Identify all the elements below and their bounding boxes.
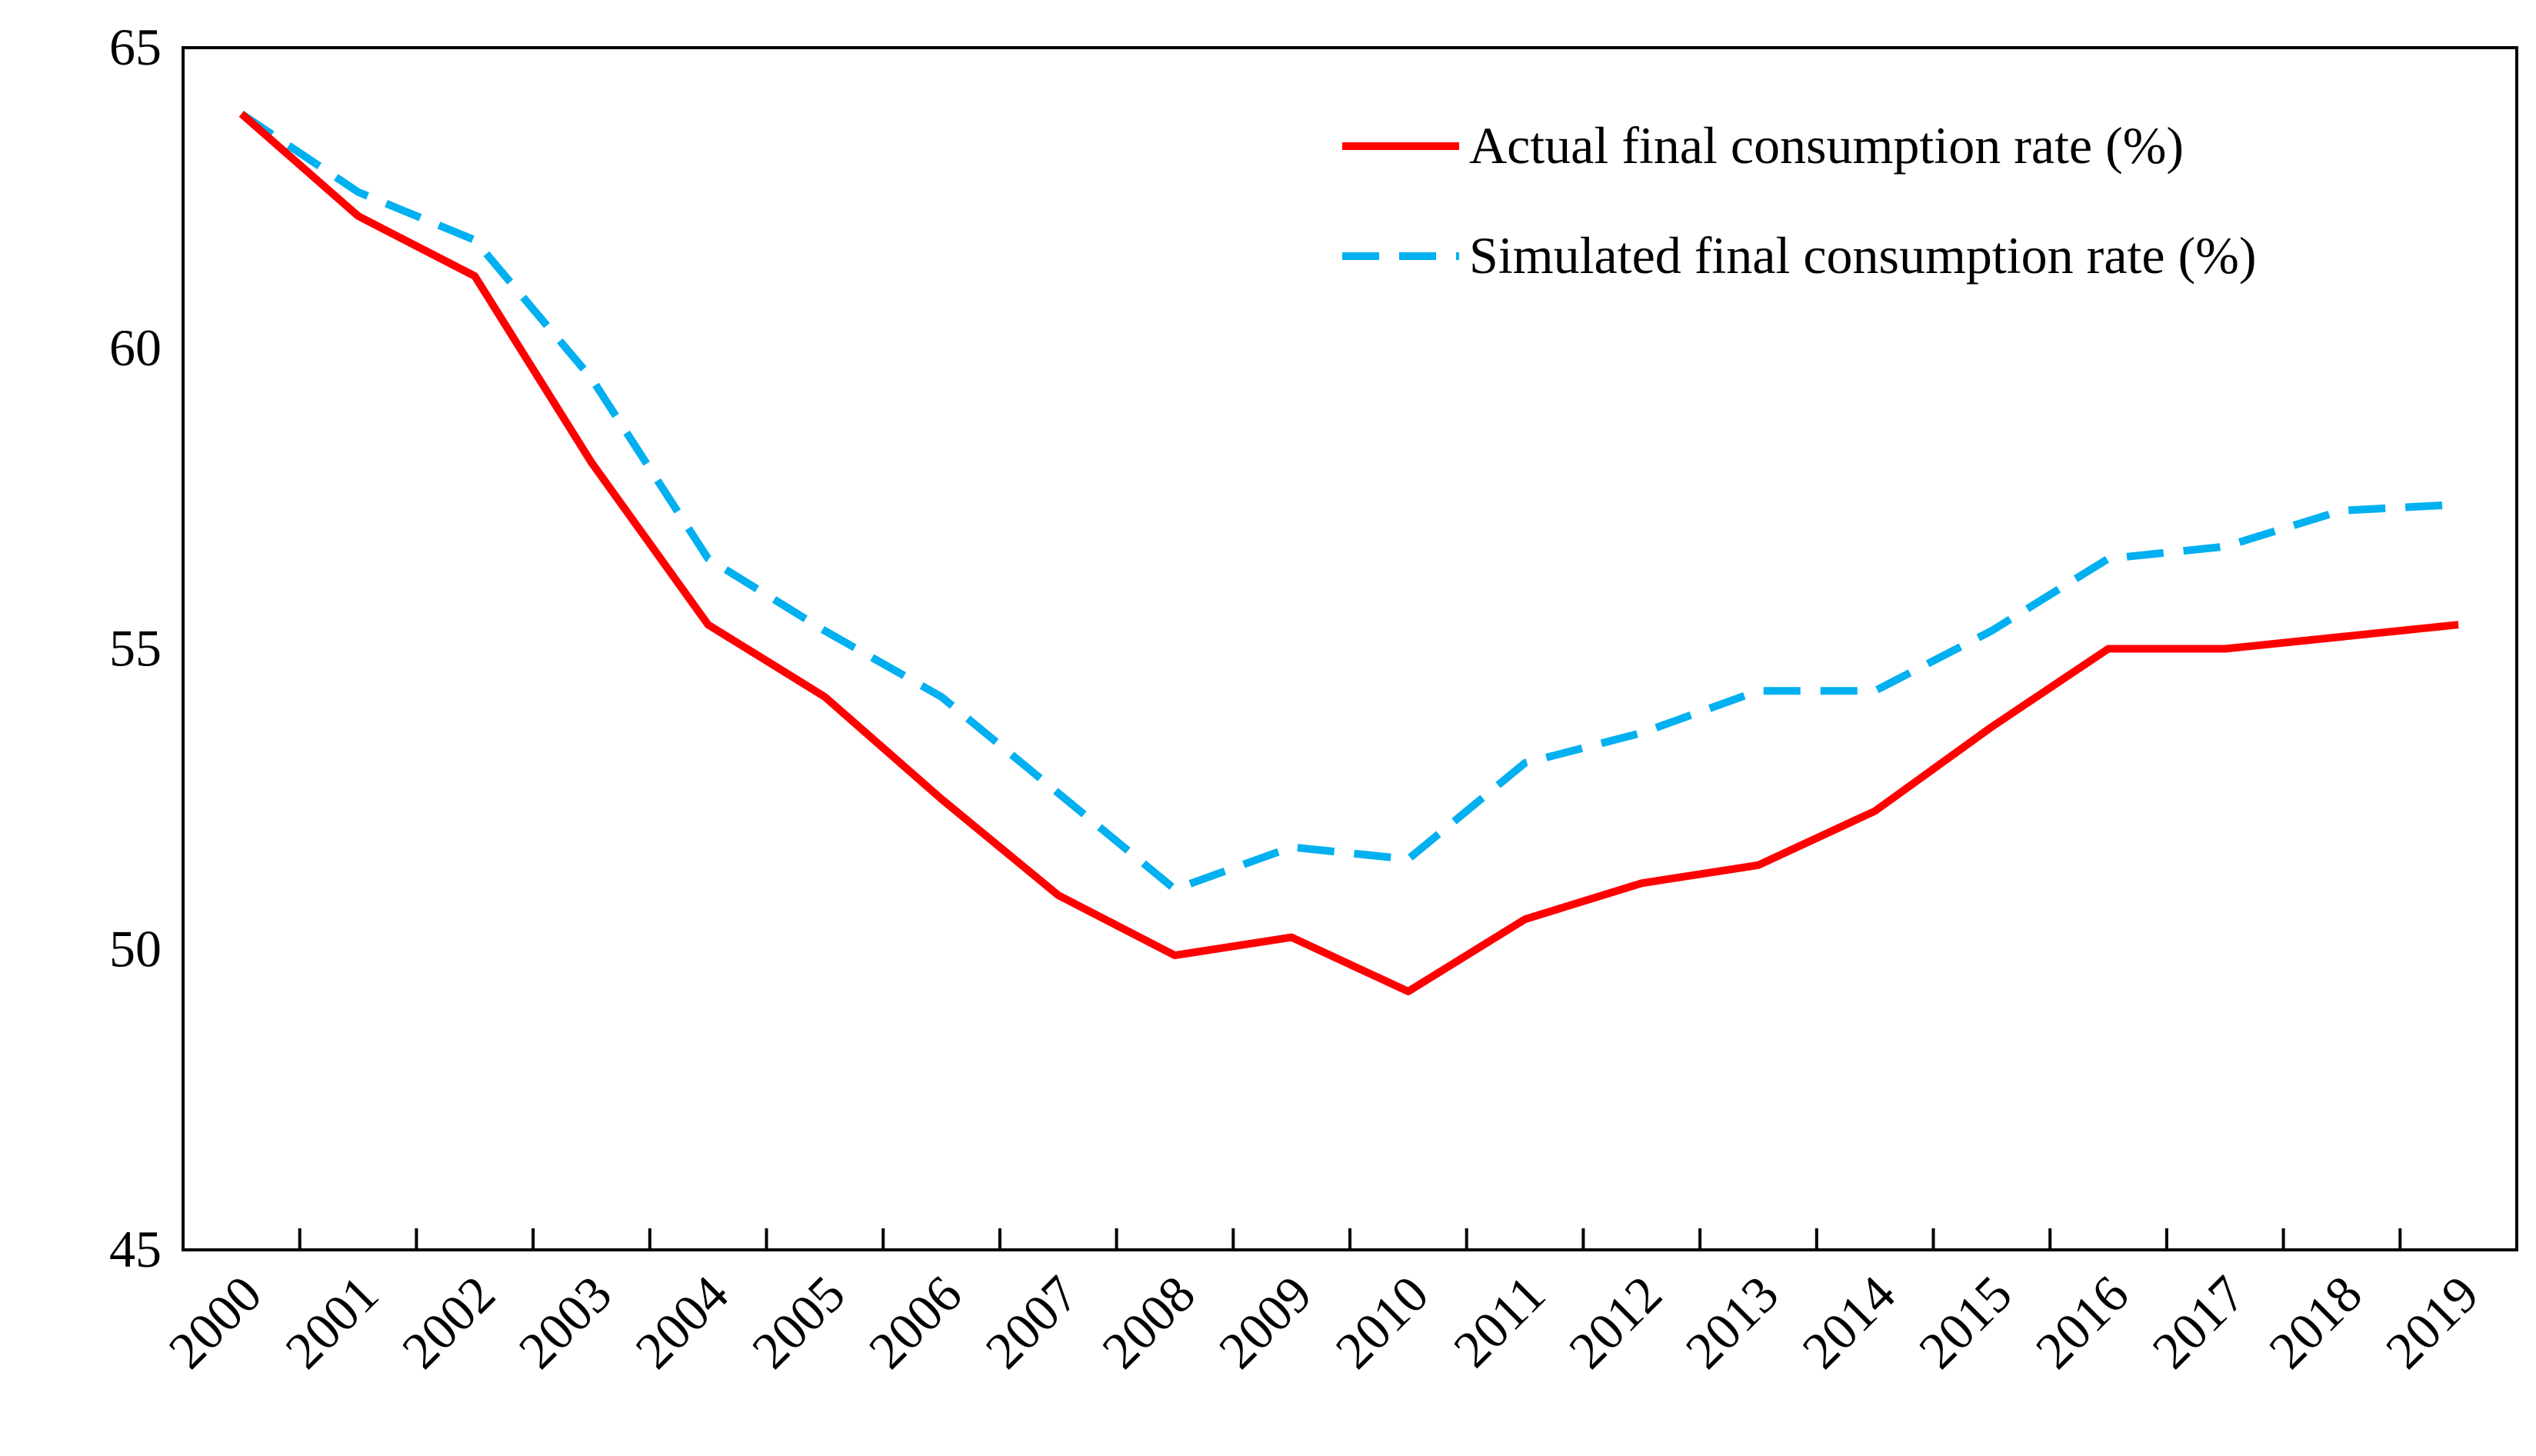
x-axis-ticks [298, 1228, 2402, 1250]
x-tick-label: 2004 [624, 1264, 739, 1380]
y-axis-tick-labels: 45 50 55 60 65 [109, 18, 162, 1278]
y-tick-label: 55 [109, 619, 162, 678]
legend-label-actual: Actual final consumption rate (%) [1469, 116, 2184, 175]
x-tick-label: 2017 [2141, 1264, 2256, 1380]
x-tick-label: 2001 [274, 1264, 389, 1380]
legend-label-simulated: Simulated final consumption rate (%) [1469, 226, 2257, 285]
y-tick-label: 65 [109, 18, 162, 76]
x-tick-label: 2002 [391, 1264, 506, 1380]
x-tick-label: 2000 [158, 1264, 273, 1380]
x-tick-label: 2011 [1442, 1264, 1556, 1378]
x-tick-label: 2009 [1208, 1264, 1323, 1380]
y-tick-label: 60 [109, 318, 162, 377]
series-line-simulated [239, 110, 2459, 894]
series-lines [238, 110, 2459, 995]
x-tick-label: 2005 [741, 1264, 856, 1380]
y-tick-label: 45 [109, 1220, 162, 1278]
x-tick-label: 2019 [2374, 1264, 2490, 1380]
y-tick-label: 50 [109, 919, 162, 978]
x-tick-label: 2008 [1091, 1264, 1206, 1380]
x-tick-label: 2013 [1675, 1264, 1790, 1380]
x-tick-label: 2015 [1908, 1264, 2023, 1380]
x-tick-label: 2003 [508, 1264, 623, 1380]
x-tick-label: 2018 [2258, 1264, 2373, 1380]
x-tick-label: 2007 [974, 1264, 1089, 1380]
x-axis-tick-labels: 2000 2001 2002 2003 2004 2005 2006 2007 2008 2009… [158, 1264, 2490, 1380]
x-tick-label: 2006 [858, 1264, 973, 1380]
x-tick-label: 2016 [2024, 1264, 2140, 1380]
x-tick-label: 2010 [1325, 1264, 1440, 1380]
legend: Actual final consumption rate (%) Simula… [1342, 116, 2257, 285]
x-tick-label: 2012 [1558, 1264, 1673, 1380]
x-tick-label: 2014 [1791, 1264, 1906, 1380]
series-line-actual [238, 111, 2459, 995]
